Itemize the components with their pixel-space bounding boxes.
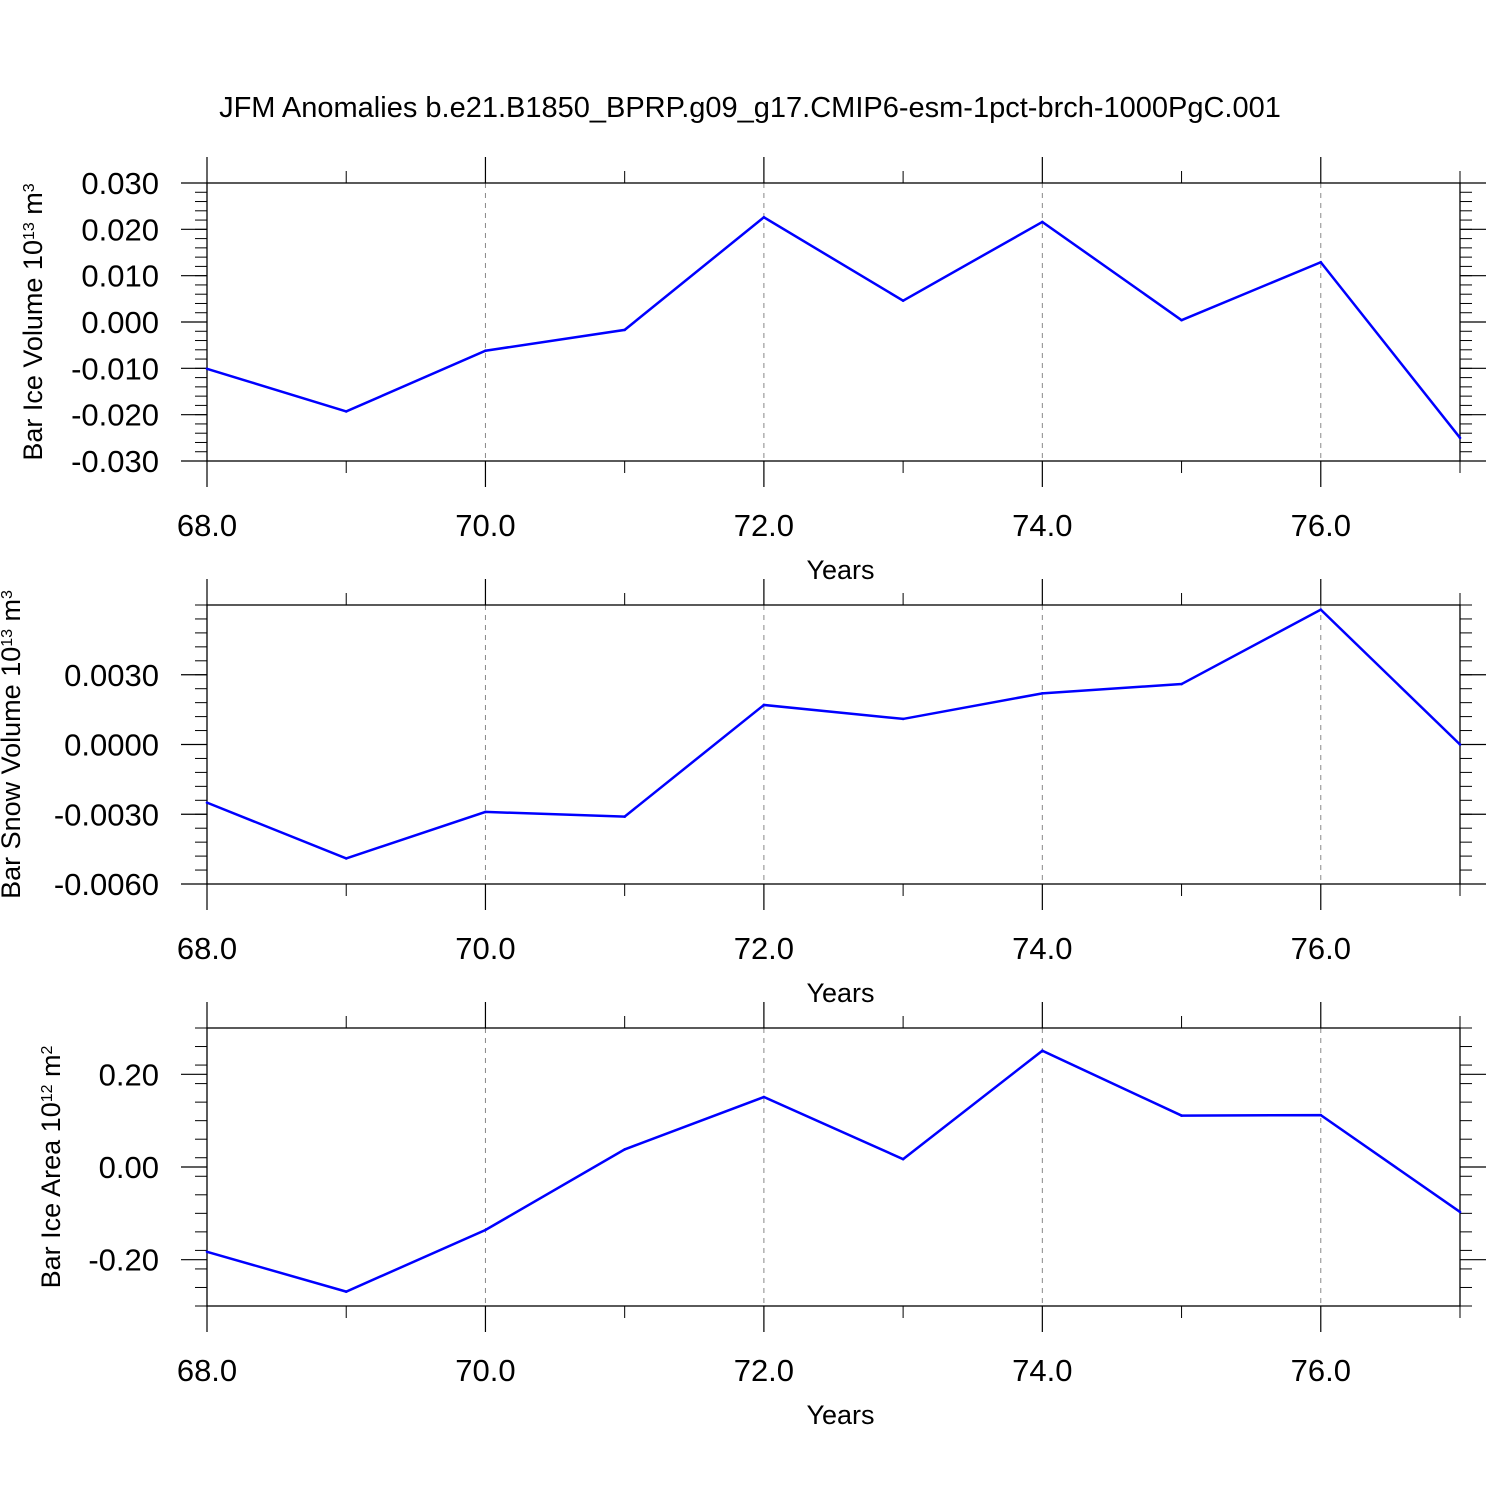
chart-panel-2: 68.0 70.0 72.0 74.0 76.0 Years -0.0060 -0.0030 0… [0, 579, 1486, 1008]
y-tick-label: 0.000 [81, 305, 159, 340]
plot-frame [206, 182, 1461, 462]
y-axis-label: Bar Snow Volume 1013 m3 [0, 590, 26, 899]
data-point [623, 1148, 626, 1151]
x-axis-label: Years [806, 978, 874, 1008]
series-line [206, 215, 1461, 439]
x-tick-label: 68.0 [177, 931, 237, 966]
data-point [484, 810, 487, 814]
x-axis-label: Years [806, 1400, 874, 1430]
x-tick-label: 76.0 [1291, 1353, 1351, 1388]
data-point [1041, 692, 1044, 695]
y-axis-label: Bar Ice Volume 1013 m3 [18, 183, 48, 460]
x-tick-label: 76.0 [1291, 508, 1351, 543]
data-point [1458, 1210, 1462, 1214]
data-point [205, 367, 209, 371]
y-tick-label: -0.20 [88, 1243, 159, 1278]
y-tick-label: -0.010 [71, 351, 159, 386]
data-point [1319, 260, 1323, 264]
data-point [205, 801, 209, 804]
series-line [206, 608, 1461, 860]
data-point [901, 299, 905, 302]
y-tick-label: -0.0030 [54, 797, 159, 832]
series-line [206, 1049, 1461, 1293]
x-axis-label: Years [806, 555, 874, 585]
y-tick-label: 0.0030 [64, 658, 159, 693]
data-point [623, 815, 626, 818]
x-tick-label: 72.0 [734, 931, 794, 966]
data-point [344, 1290, 348, 1293]
x-tick-label: 70.0 [455, 1353, 515, 1388]
data-point [344, 857, 348, 860]
data-point [901, 717, 905, 721]
x-tick-label: 68.0 [177, 508, 237, 543]
data-point [762, 215, 766, 219]
y-tick-label: -0.030 [71, 444, 159, 479]
data-point [1041, 220, 1044, 224]
data-point [1319, 1113, 1323, 1117]
chart-panel-3: 68.0 70.0 72.0 74.0 76.0 Years -0.20 0.00 0.20 Ba… [36, 1002, 1486, 1430]
data-point [484, 349, 487, 353]
x-tick-label: 74.0 [1012, 1353, 1072, 1388]
y-tick-label: 0.00 [99, 1150, 159, 1185]
data-point [1041, 1049, 1044, 1053]
x-tick-label: 72.0 [734, 1353, 794, 1388]
data-point [1180, 318, 1183, 322]
y-tick-label: 0.20 [99, 1057, 159, 1092]
data-point [1180, 1114, 1183, 1117]
data-point [1319, 608, 1323, 611]
data-point [205, 1250, 209, 1254]
data-point [762, 1095, 766, 1099]
data-point [1458, 743, 1462, 746]
x-tick-label: 70.0 [455, 508, 515, 543]
y-tick-label: 0.0000 [64, 728, 159, 763]
y-tick-label: -0.0060 [54, 867, 159, 902]
x-tick-label: 72.0 [734, 508, 794, 543]
x-tick-label: 74.0 [1012, 931, 1072, 966]
chart-panel-1: 68.0 70.0 72.0 74.0 76.0 Years -0.030 -0.020 -0.… [18, 157, 1486, 585]
data-point [623, 328, 626, 332]
data-point [344, 410, 348, 413]
y-tick-label: -0.020 [71, 398, 159, 433]
x-tick-label: 76.0 [1291, 931, 1351, 966]
y-tick-label: 0.020 [81, 212, 159, 247]
y-tick-label: 0.010 [81, 259, 159, 294]
plot-frame [206, 1027, 1461, 1307]
x-tick-label: 70.0 [455, 931, 515, 966]
x-tick-label: 74.0 [1012, 508, 1072, 543]
data-point [484, 1228, 487, 1232]
x-tick-label: 68.0 [177, 1353, 237, 1388]
data-point [762, 703, 766, 707]
page-title: JFM Anomalies b.e21.B1850_BPRP.g09_g17.C… [219, 92, 1281, 124]
data-point [901, 1157, 905, 1161]
data-point [1180, 682, 1183, 686]
y-axis-label: Bar Ice Area 1012 m2 [36, 1045, 66, 1288]
data-point [1458, 436, 1462, 440]
y-tick-label: 0.030 [81, 166, 159, 201]
